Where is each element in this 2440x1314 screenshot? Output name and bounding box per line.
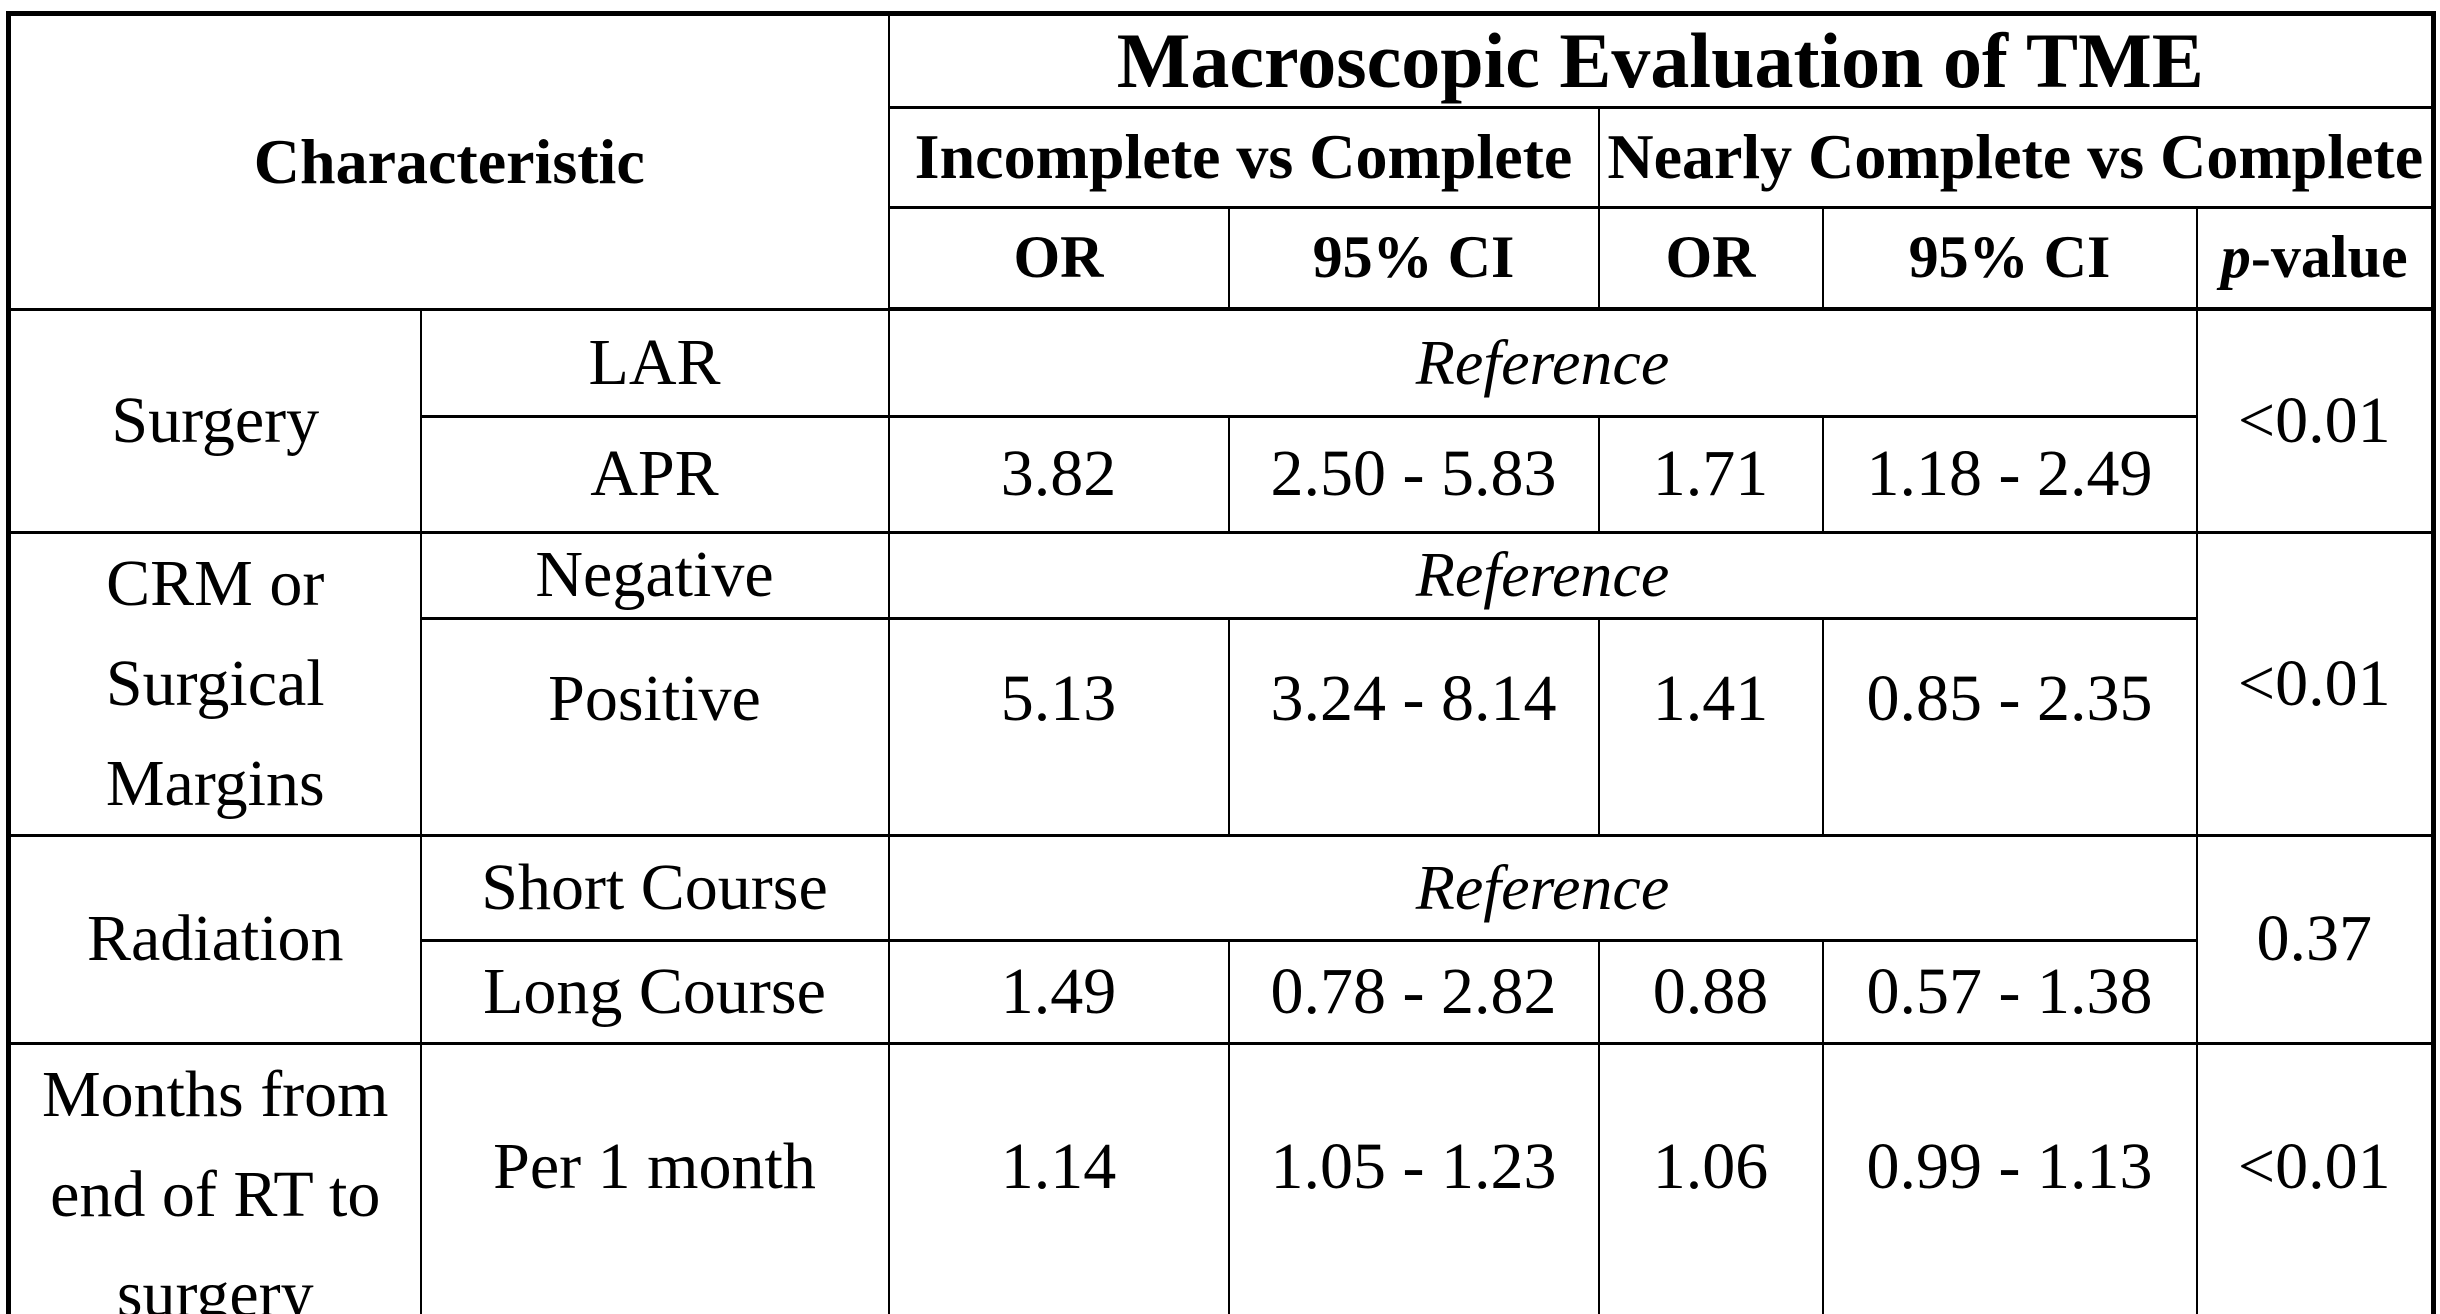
long-course-ci-incomplete: 0.78 - 2.82 — [1227, 938, 1600, 1045]
table-row: Radiation Short Course Reference 0.37 — [7, 833, 2435, 1045]
p-value-months: <0.01 — [2195, 1041, 2435, 1314]
long-course-or-nearly: 0.88 — [1597, 938, 1824, 1045]
apr-or-incomplete: 3.82 — [887, 414, 1230, 534]
table-row: Surgery LAR Reference <0.01 — [7, 307, 2435, 534]
apr-ci-incomplete: 2.50 - 5.83 — [1227, 414, 1600, 534]
per-month-or-incomplete: 1.14 — [887, 1041, 1230, 1314]
table-row: Long Course 1.49 0.78 - 2.82 0.88 0.57 -… — [9, 938, 2434, 1045]
level-apr: APR — [419, 414, 890, 534]
category-months-rt-surgery: Months from end of RT to surgery — [7, 1041, 422, 1314]
positive-or-nearly: 1.41 — [1597, 616, 1824, 837]
p-value-suffix: -value — [2250, 224, 2408, 291]
header-group-title: Macroscopic Evaluation of TME — [887, 12, 2435, 109]
category-months-line-1: Months from — [42, 1057, 389, 1131]
table-row: Months from end of RT to surgery Per 1 m… — [7, 1041, 2435, 1314]
level-negative: Negative — [419, 530, 890, 620]
header-comparison-incomplete: Incomplete vs Complete — [887, 105, 1600, 209]
header-or-2: OR — [1597, 205, 1824, 312]
p-value-crm: <0.01 — [2195, 530, 2435, 837]
per-month-ci-incomplete: 1.05 - 1.23 — [1227, 1041, 1600, 1314]
table-row: APR 3.82 2.50 - 5.83 1.71 1.18 - 2.49 — [9, 414, 2434, 534]
header-characteristic: Characteristic — [7, 12, 890, 311]
level-positive: Positive — [419, 616, 890, 837]
category-surgery-label: Surgery — [111, 383, 320, 457]
header-or-1: OR — [887, 205, 1230, 312]
per-month-or-nearly: 1.06 — [1597, 1041, 1824, 1314]
level-per-1-month: Per 1 month — [419, 1041, 890, 1314]
positive-ci-nearly: 0.85 - 2.35 — [1821, 616, 2198, 837]
table-row: Positive 5.13 3.24 - 8.14 1.41 0.85 - 2.… — [9, 616, 2434, 837]
category-crm-line-2: Surgical — [105, 646, 325, 720]
reference-cell-radiation: Reference — [887, 833, 2198, 942]
level-short-course: Short Course — [419, 833, 890, 942]
header-ci-1: 95% CI — [1227, 205, 1600, 312]
category-surgery: Surgery — [7, 307, 422, 534]
category-radiation: Radiation — [7, 833, 422, 1045]
long-course-or-incomplete: 1.49 — [887, 938, 1230, 1045]
positive-ci-incomplete: 3.24 - 8.14 — [1227, 616, 1600, 837]
apr-or-nearly: 1.71 — [1597, 414, 1824, 534]
apr-ci-nearly: 1.18 - 2.49 — [1821, 414, 2198, 534]
p-value-surgery: <0.01 — [2195, 307, 2435, 534]
table-row: CRM or Surgical Margins Negative Referen… — [7, 530, 2435, 837]
per-month-ci-nearly: 0.99 - 1.13 — [1821, 1041, 2198, 1314]
positive-or-incomplete: 5.13 — [887, 616, 1230, 837]
category-crm-line-3: Margins — [105, 746, 325, 820]
reference-cell-crm: Reference — [887, 530, 2198, 620]
long-course-ci-nearly: 0.57 - 1.38 — [1821, 938, 2198, 1045]
p-value-radiation: 0.37 — [2195, 833, 2435, 1045]
header-comparison-nearly-complete: Nearly Complete vs Complete — [1597, 105, 2435, 209]
p-value-italic-p: p — [2220, 224, 2251, 291]
level-lar: LAR — [419, 307, 890, 418]
category-crm-margins: CRM or Surgical Margins — [7, 530, 422, 837]
header-ci-2: 95% CI — [1821, 205, 2198, 312]
category-months-line-2: end of RT to — [50, 1157, 381, 1231]
header-p-value: p-value — [2195, 205, 2435, 312]
category-crm-line-1: CRM or — [106, 546, 325, 620]
level-long-course: Long Course — [419, 938, 890, 1045]
category-radiation-label: Radiation — [86, 902, 344, 976]
results-table: Characteristic Macroscopic Evaluation of… — [6, 11, 2436, 1314]
reference-cell-surgery: Reference — [887, 307, 2198, 418]
category-months-line-3: surgery — [116, 1257, 314, 1314]
